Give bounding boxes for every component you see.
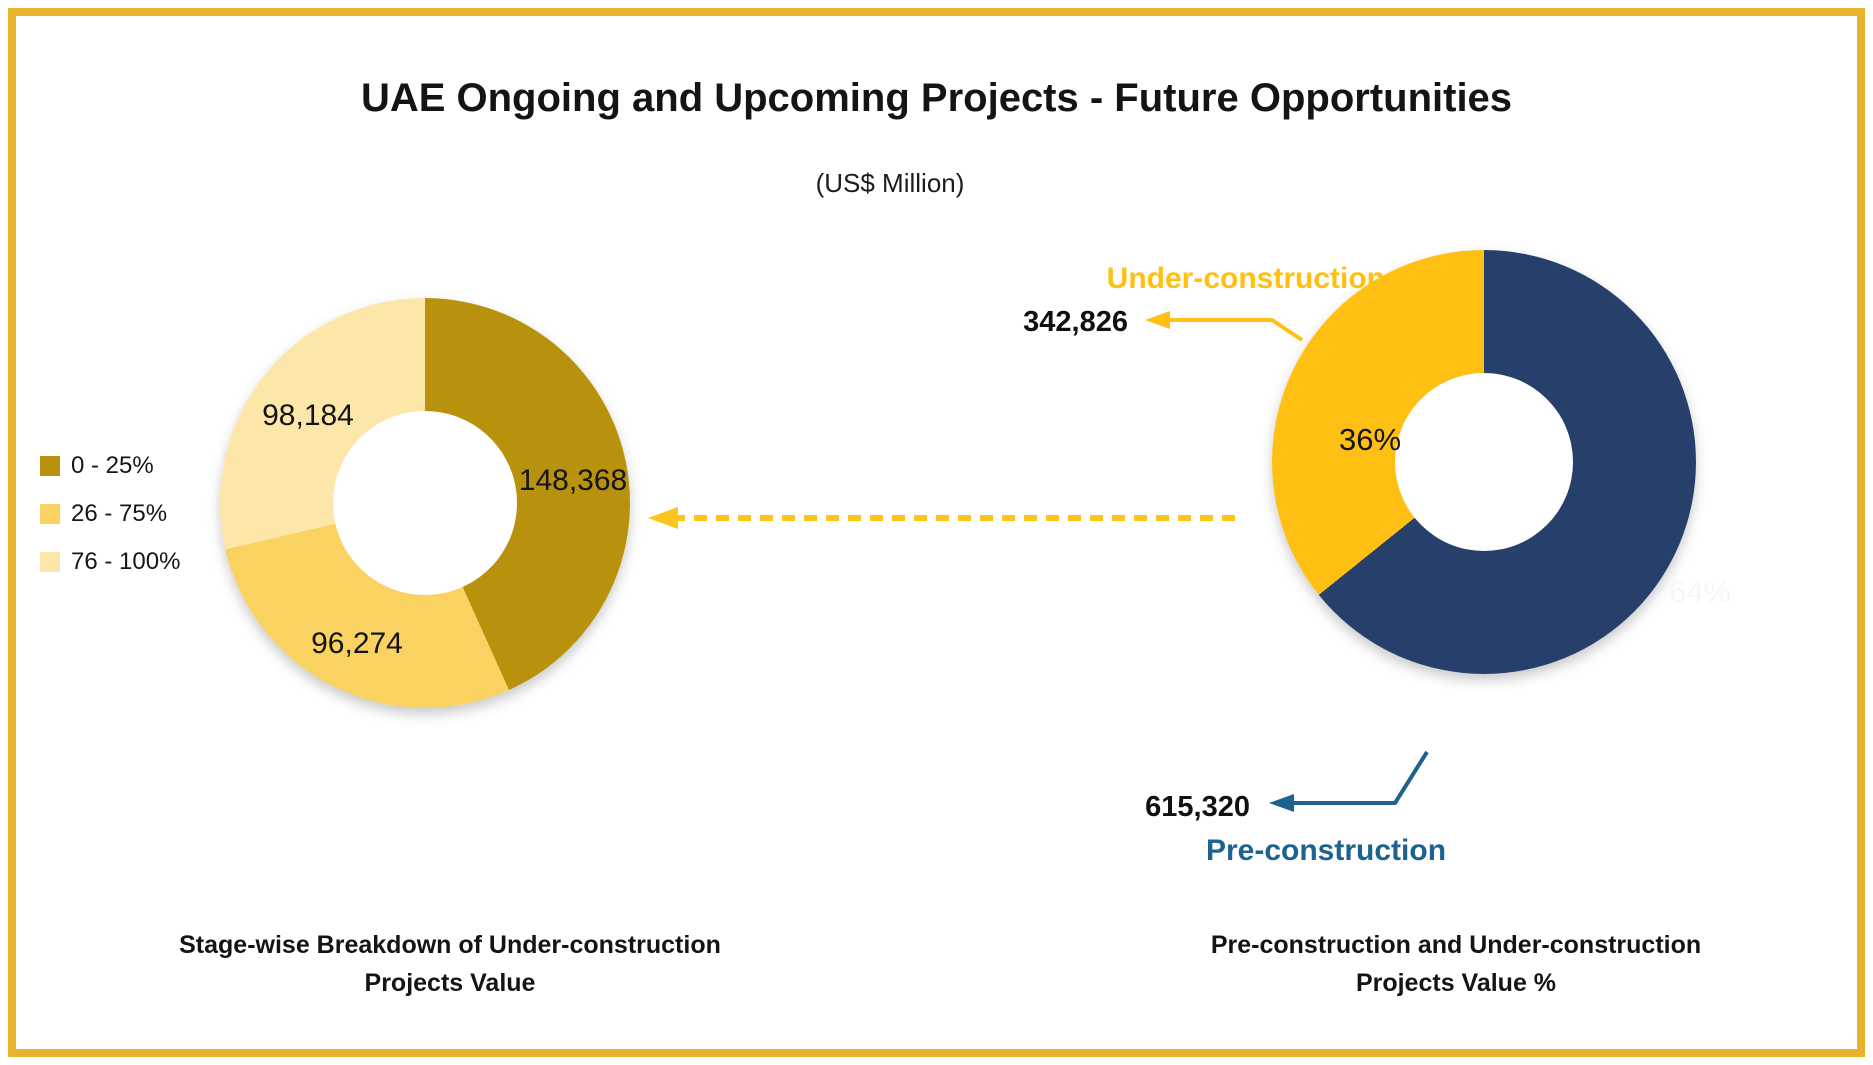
comparison-dashed-arrow-icon [648, 507, 1235, 529]
pre-construction-label: Pre-construction [1205, 834, 1447, 867]
left-caption-line1: Stage-wise Breakdown of Under-constructi… [179, 931, 721, 959]
right-caption-line1: Pre-construction and Under-construction [1210, 931, 1702, 959]
legend-swatch-26-75 [40, 503, 60, 524]
legend-swatch-76-100 [40, 551, 60, 572]
under-construction-label: Under-construction [1106, 262, 1385, 295]
stagewise-donut-chart [220, 298, 630, 708]
legend-label-0-25: 0 - 25% [71, 451, 154, 479]
legend-item-26-75: 26 - 75% [40, 499, 180, 527]
unit-label: (US$ Million) [815, 168, 965, 198]
legend-label-76-100: 76 - 100% [71, 547, 181, 575]
segment-value-label-0-25: 148,368 [518, 464, 628, 497]
pre-construction-value: 615,320 [1145, 791, 1250, 823]
legend-item-0-25: 0 - 25% [40, 451, 180, 479]
pre-construction-percent-label: 64% [1668, 574, 1732, 609]
under-construction-callout-arrow-icon [1145, 311, 1304, 342]
left-chart-caption: Stage-wise Breakdown of Under-constructi… [100, 926, 800, 1002]
segment-value-label-76-100: 98,184 [262, 399, 354, 432]
chart-title: UAE Ongoing and Upcoming Projects - Futu… [360, 76, 1513, 120]
value-split-donut-chart [1272, 250, 1696, 674]
legend-item-76-100: 76 - 100% [40, 547, 181, 575]
pre-construction-callout-arrow-icon [1269, 750, 1429, 812]
stage-legend: 0 - 25% 26 - 75% 76 - 100% [40, 451, 181, 597]
right-caption-line2: Projects Value % [1355, 969, 1557, 997]
legend-swatch-0-25 [40, 455, 60, 476]
legend-label-26-75: 26 - 75% [71, 499, 168, 527]
left-caption-line2: Projects Value [364, 969, 536, 997]
segment-value-label-26-75: 96,274 [311, 627, 403, 660]
right-chart-caption: Pre-construction and Under-construction … [1106, 926, 1806, 1002]
under-construction-percent-label: 36% [1338, 422, 1402, 457]
under-construction-value: 342,826 [1023, 306, 1128, 338]
